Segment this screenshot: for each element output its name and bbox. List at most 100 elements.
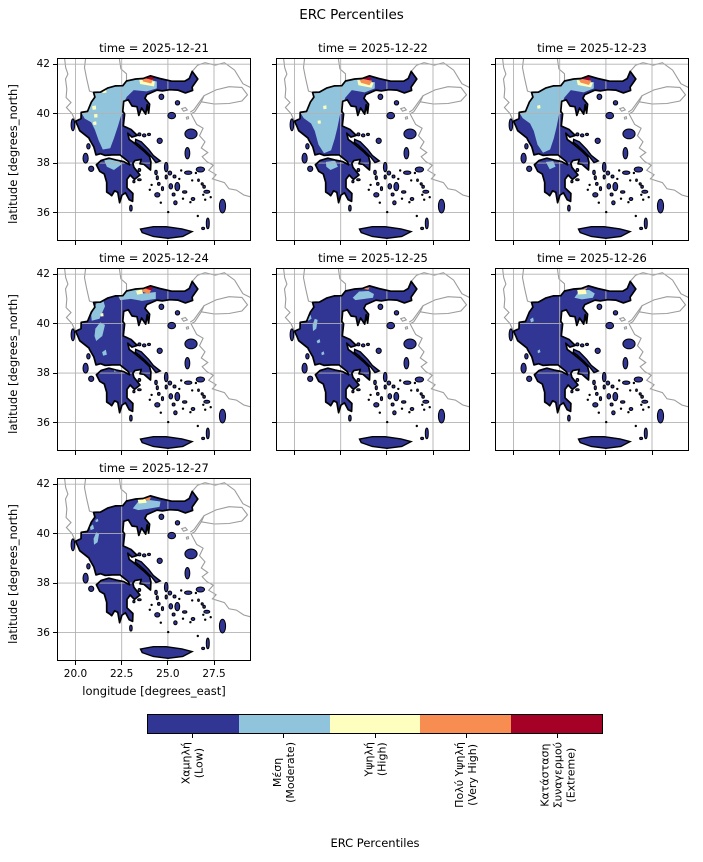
island: [602, 174, 606, 180]
island: [182, 190, 188, 194]
y-tick-mark: [53, 422, 57, 424]
island: [205, 427, 210, 440]
y-tick-label: 38: [36, 157, 50, 170]
islet: [204, 198, 207, 201]
island: [638, 392, 642, 396]
island: [360, 133, 366, 138]
island: [416, 178, 419, 182]
island: [592, 192, 599, 198]
risk-region-moderate: [102, 349, 107, 356]
island: [579, 343, 585, 348]
neighbor-coastline: [282, 266, 296, 332]
island: [174, 100, 181, 106]
island: [593, 385, 597, 391]
islet: [180, 589, 183, 592]
island: [86, 143, 91, 150]
island: [154, 589, 158, 596]
island: [641, 189, 649, 194]
island: [575, 342, 580, 347]
y-axis-label-text: latitude [degrees_north]: [6, 293, 20, 434]
colorbar-tick-mark: [374, 734, 376, 738]
island: [422, 399, 430, 404]
island: [163, 161, 169, 173]
island: [567, 204, 571, 212]
island: [421, 184, 425, 189]
island: [137, 168, 142, 172]
island: [419, 182, 423, 186]
islet: [400, 197, 404, 200]
axes-frame: [495, 58, 689, 241]
islet: [413, 381, 417, 385]
neighbor-coastline: [337, 56, 347, 81]
y-tick-mark: [53, 372, 57, 374]
y-tick-mark: [53, 113, 57, 115]
island: [377, 303, 384, 310]
island: [640, 184, 644, 189]
neighbor-coastline: [63, 476, 77, 542]
island: [155, 595, 159, 601]
island: [375, 347, 382, 355]
colorbar-segment-very_high: [420, 715, 512, 733]
island-euboea: [572, 138, 600, 164]
island-euboea: [134, 558, 162, 584]
island: [86, 353, 91, 360]
island: [401, 190, 407, 194]
x-tick-mark: [75, 241, 76, 245]
risk-region-high: [577, 289, 587, 295]
island: [383, 174, 387, 180]
islet: [588, 393, 591, 397]
islet: [605, 210, 608, 214]
island: [641, 399, 649, 404]
x-tick-mark: [121, 241, 123, 245]
colorbar-tick-label-text: Πολύ Υψηλή (Very High): [453, 742, 480, 808]
risk-region-moderate: [352, 291, 374, 301]
risk-region-moderate: [312, 318, 318, 332]
island: [419, 392, 423, 396]
island: [195, 166, 206, 173]
island: [612, 100, 619, 106]
island: [373, 192, 380, 198]
island: [197, 388, 200, 392]
island: [137, 132, 142, 137]
greece-coastline: [512, 70, 637, 204]
map-facet-7: [57, 476, 252, 665]
islet: [202, 403, 205, 406]
island: [184, 128, 198, 140]
y-tick-mark: [272, 63, 276, 65]
island: [351, 389, 355, 394]
island: [386, 380, 392, 386]
island: [70, 328, 76, 342]
island: [375, 137, 382, 145]
y-tick-label: 40: [36, 107, 50, 120]
island: [520, 152, 527, 164]
neighbor-coastline: [63, 266, 77, 332]
neighbor-coastline: [200, 86, 249, 105]
island: [360, 343, 366, 348]
island: [628, 197, 634, 201]
island: [622, 338, 636, 350]
island: [172, 174, 177, 179]
island: [157, 181, 161, 186]
islet: [415, 214, 418, 218]
y-tick-mark: [272, 323, 276, 325]
risk-region-high: [136, 289, 144, 295]
island: [154, 379, 158, 386]
islet: [423, 198, 426, 201]
y-tick-label: 42: [36, 58, 50, 71]
island: [174, 310, 181, 316]
island: [585, 342, 589, 347]
island: [383, 384, 387, 390]
islet: [647, 196, 650, 199]
island: [137, 342, 142, 347]
map-svg: [276, 266, 471, 451]
x-tick-label: 22.5: [109, 668, 134, 680]
island: [598, 396, 603, 402]
island: [620, 400, 626, 404]
islet: [410, 389, 413, 392]
x-tick-mark: [386, 241, 388, 245]
y-tick-mark: [272, 113, 276, 115]
island: [168, 603, 174, 610]
island: [379, 186, 384, 192]
island: [622, 170, 631, 175]
y-tick-label: 36: [36, 206, 50, 219]
